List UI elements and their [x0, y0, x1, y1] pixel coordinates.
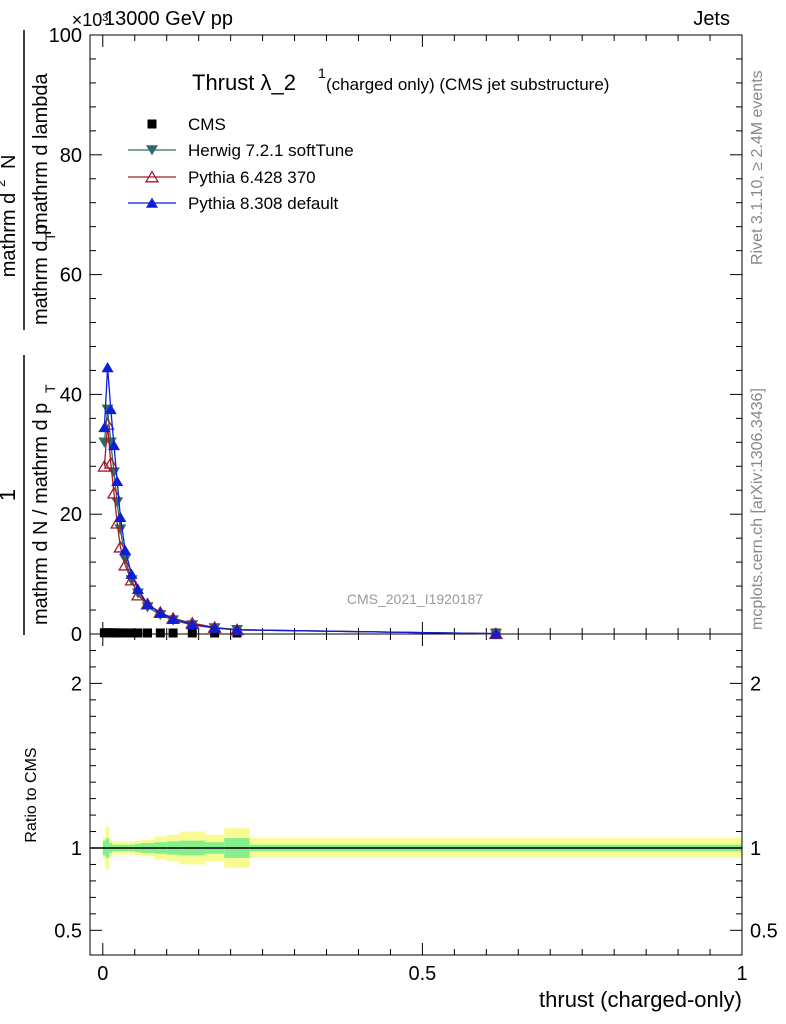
- main-y-multiplier: ×10³: [72, 10, 109, 30]
- mc-point-2: [97, 459, 112, 472]
- mc-point-3: [111, 475, 124, 487]
- ylabel-num2-sup: 2: [0, 180, 8, 187]
- ratio-ytick-label-right: 0.5: [750, 920, 778, 942]
- main-ytick-label: 0: [71, 624, 82, 646]
- mc-point-3: [489, 628, 502, 639]
- mc-point-3: [119, 544, 132, 555]
- main-ytick-label: 40: [60, 384, 82, 406]
- ratio-panel-frame: [89, 633, 743, 956]
- cms-data-point: [143, 628, 153, 638]
- energy-label: 13000 GeV pp: [104, 8, 233, 30]
- mc-point-2: [110, 516, 125, 529]
- ratio-xtick-label: 0.5: [408, 963, 436, 985]
- ratio-y-axis-label: Ratio to CMS: [23, 747, 40, 842]
- cms-data-point: [168, 628, 178, 638]
- ylabel-num2-rest: N: [0, 155, 20, 169]
- chart-title-sup: 1: [318, 65, 326, 81]
- ylabel-den2-sub: T: [42, 232, 58, 241]
- legend-label: Herwig 7.2.1 softTune: [188, 141, 354, 160]
- ratio-xtick-label: 0: [97, 963, 108, 985]
- mc-point-3: [107, 439, 120, 451]
- main-ytick-label: 80: [60, 145, 82, 167]
- mc-point-3: [114, 511, 127, 522]
- legend-marker: [146, 145, 158, 156]
- rivet-label: Rivet 3.1.10, ≥ 2.4M events: [749, 70, 766, 265]
- mc-point-3: [167, 613, 180, 624]
- main-ytick-label: 60: [60, 265, 82, 287]
- mc-point-2: [118, 558, 133, 571]
- main-ytick-label: 100: [49, 25, 82, 47]
- cms-data-point: [127, 628, 137, 638]
- mc-point-3: [98, 421, 111, 433]
- cms-data-point: [120, 628, 130, 638]
- mc-point-1: [111, 497, 124, 508]
- mc-point-3: [141, 598, 154, 609]
- ylabel-denominator-sub: T: [42, 384, 58, 393]
- ratio-ytick-label-right: 2: [750, 673, 761, 695]
- ylabel-numerator: 1: [0, 489, 20, 501]
- analysis-watermark: CMS_2021_I1920187: [347, 591, 483, 607]
- mc-point-3: [131, 583, 144, 594]
- mc-point-1: [114, 524, 127, 535]
- chart-title: Thrust λ_2: [192, 70, 296, 95]
- legend-label: CMS: [188, 115, 226, 134]
- mc-point-2: [113, 540, 128, 553]
- ylabel-num2: mathrm d: [0, 193, 20, 277]
- series-line-3: [103, 367, 496, 635]
- cms-data-point: [133, 628, 143, 638]
- mc-point-3: [186, 619, 199, 630]
- legend-label: Pythia 8.308 default: [188, 194, 339, 213]
- main-ytick-label: 20: [60, 504, 82, 526]
- category-label: Jets: [693, 8, 730, 30]
- mc-point-3: [208, 622, 221, 633]
- legend-marker: [144, 170, 160, 183]
- ylabel-den2: mathrm d p: [30, 224, 52, 325]
- mc-point-3: [125, 568, 138, 579]
- legend-label: Pythia 6.428 370: [188, 168, 316, 187]
- mc-point-2: [106, 486, 122, 499]
- ratio-ytick-label: 2: [71, 673, 82, 695]
- ratio-ytick-label-right: 1: [750, 838, 761, 860]
- ylabel-den2-rest: mathrm d lambda: [30, 73, 52, 229]
- mc-point-3: [101, 362, 114, 373]
- mcplots-label: mcplots.cern.ch [arXiv:1306.3436]: [749, 388, 766, 630]
- mc-point-3: [104, 403, 117, 415]
- cms-data-point: [115, 628, 125, 638]
- series-line-2: [103, 424, 496, 635]
- x-axis-label: thrust (charged-only): [539, 987, 742, 1012]
- mc-point-3: [154, 607, 167, 618]
- ratio-ytick-label: 1: [71, 838, 82, 860]
- legend-marker: [147, 119, 157, 129]
- ratio-ytick-label: 0.5: [54, 920, 82, 942]
- legend-marker: [146, 197, 158, 208]
- cms-data-point: [187, 628, 197, 638]
- mc-point-3: [231, 624, 244, 635]
- ylabel-denominator: mathrm d N / mathrm d p: [30, 403, 52, 625]
- cms-data-point: [155, 628, 165, 638]
- ratio-xtick-label: 1: [736, 963, 747, 985]
- chart-subtitle: (charged only) (CMS jet substructure): [326, 75, 609, 94]
- mc-point-2: [103, 456, 118, 469]
